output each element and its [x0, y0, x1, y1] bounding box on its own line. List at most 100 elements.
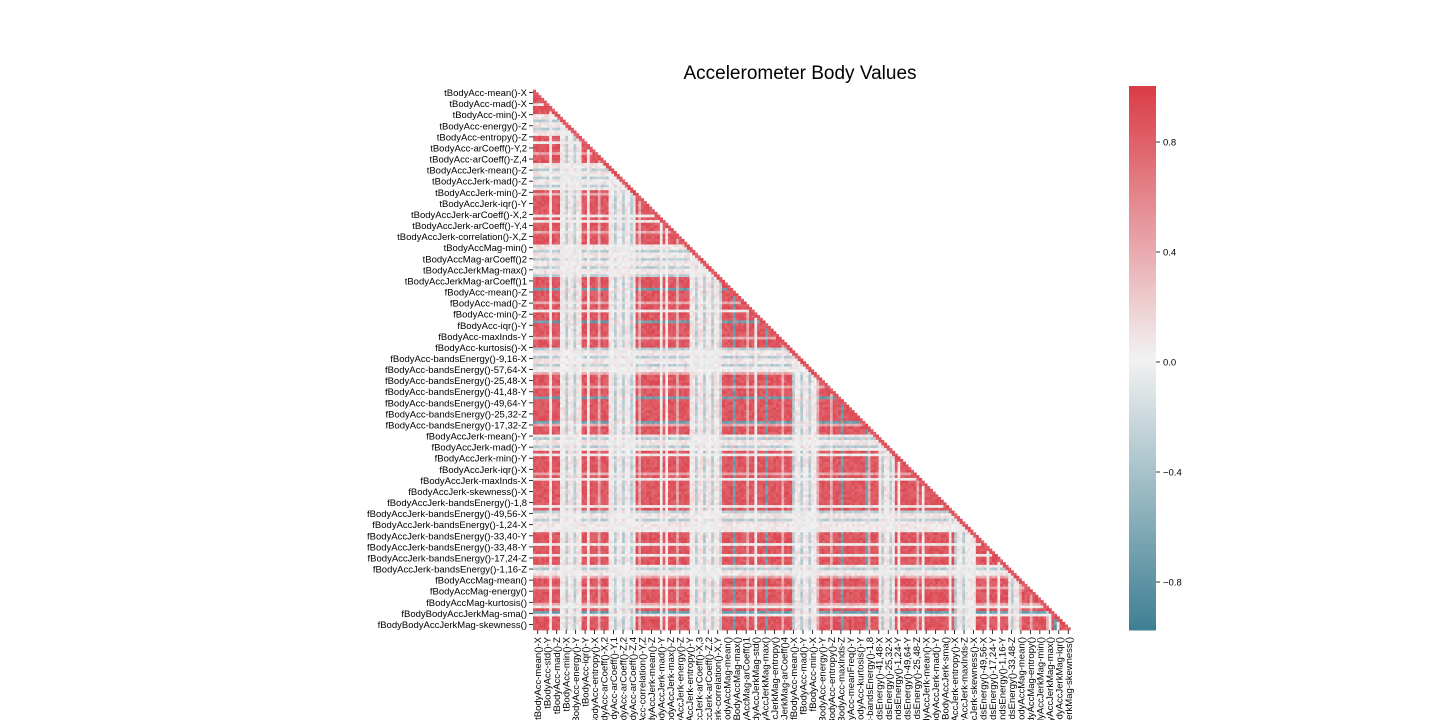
heatmap-cell	[638, 239, 642, 243]
heatmap-cell	[716, 309, 720, 313]
heatmap-cell	[535, 222, 539, 226]
heatmap-cell	[595, 154, 599, 158]
heatmap-cell	[576, 179, 580, 183]
heatmap-cell	[560, 328, 564, 332]
heatmap-cell	[560, 171, 564, 175]
heatmap-cell	[581, 339, 585, 343]
heatmap-cell	[587, 198, 591, 202]
heatmap-cell	[533, 149, 537, 153]
heatmap-cell	[578, 247, 582, 251]
heatmap-cell	[684, 263, 688, 267]
heatmap-cell	[649, 317, 653, 321]
heatmap-cell	[622, 184, 626, 188]
heatmap-cell	[627, 195, 631, 199]
heatmap-cell	[576, 336, 580, 340]
heatmap-cell	[533, 290, 537, 294]
heatmap-cell	[562, 301, 566, 305]
heatmap-cell	[651, 241, 655, 245]
heatmap-cell	[616, 323, 620, 327]
heatmap-cell	[695, 317, 699, 321]
heatmap-cell	[738, 347, 742, 351]
heatmap-cell	[749, 336, 753, 340]
heatmap-cell	[581, 344, 585, 348]
heatmap-cell	[641, 309, 645, 313]
heatmap-cell	[543, 192, 547, 196]
heatmap-cell	[616, 263, 620, 267]
heatmap-cell	[614, 287, 618, 291]
heatmap-cell	[746, 336, 750, 340]
heatmap-cell	[689, 249, 693, 253]
heatmap-cell	[678, 320, 682, 324]
heatmap-cell	[546, 135, 550, 139]
heatmap-cell	[554, 138, 558, 142]
heatmap-cell	[589, 239, 593, 243]
heatmap-cell	[546, 233, 550, 237]
heatmap-cell	[703, 293, 707, 297]
heatmap-cell	[589, 358, 593, 362]
heatmap-cell	[646, 339, 650, 343]
heatmap-cell	[749, 347, 753, 351]
heatmap-cell	[605, 220, 609, 224]
heatmap-cell	[546, 320, 550, 324]
heatmap-cell	[587, 214, 591, 218]
heatmap-cell	[560, 323, 564, 327]
heatmap-cell	[749, 339, 753, 343]
heatmap-cell	[616, 214, 620, 218]
heatmap-cell	[616, 279, 620, 283]
heatmap-cell	[659, 249, 663, 253]
heatmap-cell	[713, 301, 717, 305]
heatmap-cell	[570, 160, 574, 164]
heatmap-cell	[614, 320, 618, 324]
heatmap-cell	[543, 111, 547, 115]
heatmap-cell	[611, 296, 615, 300]
heatmap-cell	[549, 201, 553, 205]
heatmap-cell	[603, 179, 607, 183]
heatmap-cell	[578, 135, 582, 139]
heatmap-cell	[611, 353, 615, 357]
heatmap-cell	[740, 320, 744, 324]
heatmap-cell	[538, 141, 542, 145]
heatmap-cell	[605, 323, 609, 327]
heatmap-cell	[732, 347, 736, 351]
heatmap-cell	[538, 222, 542, 226]
heatmap-cell	[578, 331, 582, 335]
heatmap-cell	[533, 353, 537, 357]
heatmap-cell	[668, 282, 672, 286]
heatmap-cell	[651, 347, 655, 351]
heatmap-cell	[581, 187, 585, 191]
heatmap-cell	[681, 353, 685, 357]
heatmap-cell	[705, 263, 709, 267]
heatmap-cell	[689, 274, 693, 278]
heatmap-cell	[562, 355, 566, 359]
heatmap-cell	[589, 206, 593, 210]
heatmap-cell	[705, 312, 709, 316]
heatmap-cell	[646, 211, 650, 215]
heatmap-cell	[562, 353, 566, 357]
heatmap-cell	[538, 271, 542, 275]
heatmap-cell	[724, 342, 728, 346]
heatmap-cell	[649, 347, 653, 351]
heatmap-cell	[695, 293, 699, 297]
heatmap-cell	[681, 355, 685, 359]
heatmap-cell	[713, 290, 717, 294]
heatmap-cell	[597, 225, 601, 229]
heatmap-cell	[592, 157, 596, 161]
heatmap-cell	[632, 350, 636, 354]
heatmap-cell	[549, 358, 553, 362]
heatmap-cell	[535, 108, 539, 112]
heatmap-cell	[703, 317, 707, 321]
heatmap-cell	[643, 312, 647, 316]
heatmap-cell	[568, 195, 572, 199]
heatmap-cell	[759, 339, 763, 343]
heatmap-cell	[649, 285, 653, 289]
heatmap-cell	[576, 192, 580, 196]
heatmap-cell	[662, 342, 666, 346]
heatmap-cell	[654, 325, 658, 329]
heatmap-cell	[632, 320, 636, 324]
heatmap-cell	[678, 258, 682, 262]
heatmap-cell	[581, 263, 585, 267]
heatmap-cell	[560, 165, 564, 169]
heatmap-cell	[551, 114, 555, 118]
heatmap-cell	[711, 285, 715, 289]
heatmap-cell	[605, 355, 609, 359]
